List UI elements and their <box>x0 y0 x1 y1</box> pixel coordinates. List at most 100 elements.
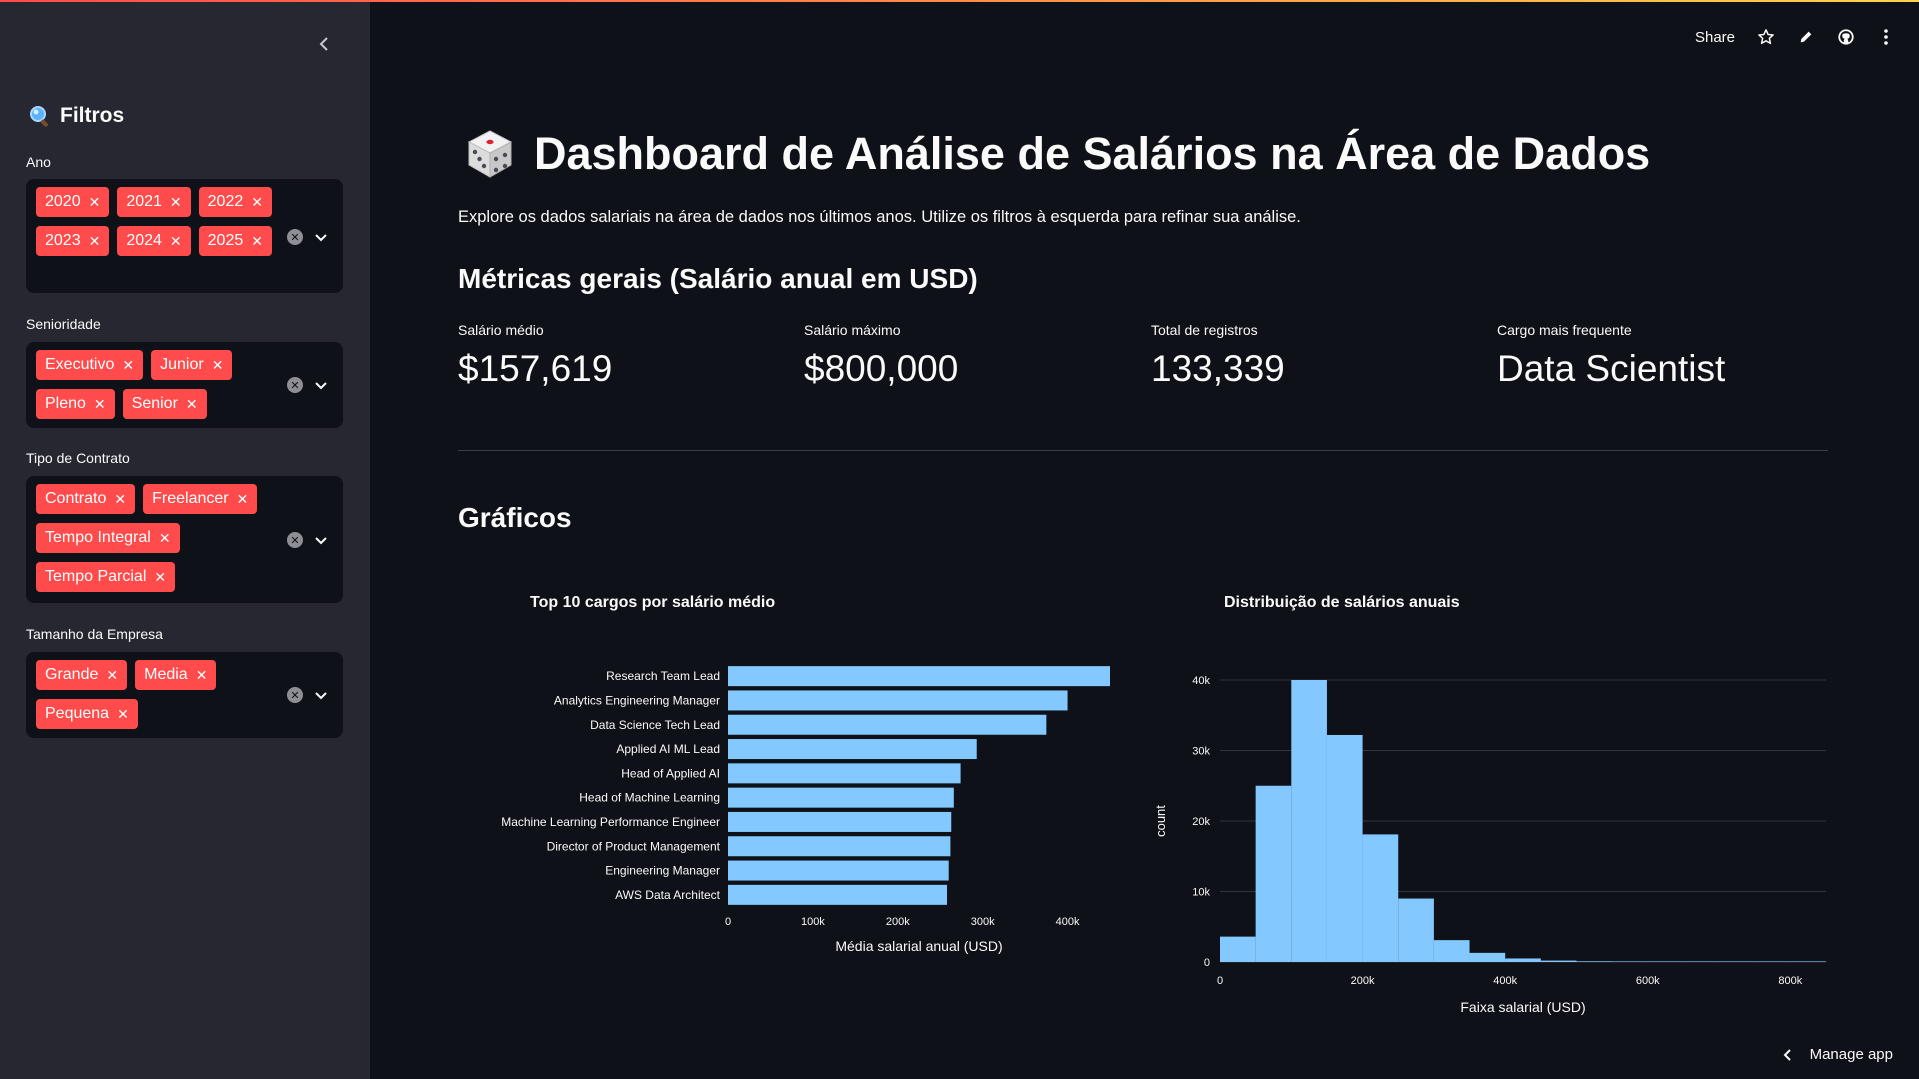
manage-app-button[interactable]: Manage app <box>1782 1046 1893 1063</box>
tag-pequena[interactable]: Pequena ✕ <box>36 699 138 729</box>
multiselect-ano[interactable]: 2020 ✕ 2021 ✕ 2022 ✕ 2023 ✕ 2024 ✕ 2025 ✕ ✕ <box>26 179 343 293</box>
bar <box>728 666 1110 687</box>
tag-tempo-integral[interactable]: Tempo Integral ✕ <box>36 523 180 553</box>
tag-2022[interactable]: 2022 ✕ <box>198 187 272 217</box>
bar <box>728 836 951 857</box>
collapse-sidebar-button[interactable] <box>310 30 338 58</box>
remove-tag-icon[interactable]: ✕ <box>185 396 198 412</box>
filter-label-senioridade: Senioridade <box>26 316 101 332</box>
filter-label-tipo-contrato: Tipo de Contrato <box>26 450 130 466</box>
y-tick-label: 20k <box>1192 816 1210 828</box>
histogram-bar <box>1505 958 1541 962</box>
share-button[interactable]: Share <box>1694 28 1735 46</box>
histogram-bar <box>1790 961 1826 962</box>
multiselect-tamanho-empresa[interactable]: Grande ✕ Media ✕ Pequena ✕ ✕ <box>26 652 343 738</box>
bar <box>728 714 1047 735</box>
remove-tag-icon[interactable]: ✕ <box>122 357 135 373</box>
remove-tag-icon[interactable]: ✕ <box>88 194 101 210</box>
more-options-icon[interactable] <box>1877 28 1895 46</box>
histogram-chart: 0 10k 20k 30k 40k 0 200k 400k 600k 800k Faixa sala… <box>1153 675 1826 1015</box>
remove-tag-icon[interactable]: ✕ <box>114 491 127 507</box>
remove-tag-icon[interactable]: ✕ <box>158 530 171 546</box>
multiselect-tipo-contrato[interactable]: Contrato ✕ Freelancer ✕ Tempo Integral ✕ Te… <box>26 476 343 603</box>
github-icon[interactable] <box>1837 28 1855 46</box>
page-title-text: Dashboard de Análise de Salários na Área… <box>534 128 1651 179</box>
remove-tag-icon[interactable]: ✕ <box>169 233 182 249</box>
remove-tag-icon[interactable]: ✕ <box>117 706 129 722</box>
metric-salario-medio: Salário médio $157,619 <box>458 322 612 390</box>
remove-tag-icon[interactable]: ✕ <box>236 491 249 507</box>
tag-pleno[interactable]: Pleno ✕ <box>36 389 115 419</box>
pencil-icon[interactable] <box>1797 28 1815 46</box>
remove-tag-icon[interactable]: ✕ <box>251 194 263 210</box>
x-tick-label: 0 <box>725 916 731 928</box>
header-toolbar: Share <box>1695 28 1895 46</box>
charts-heading: Gráficos <box>458 502 572 533</box>
remove-tag-icon[interactable]: ✕ <box>106 667 119 683</box>
bar <box>728 739 977 760</box>
clear-all-icon[interactable]: ✕ <box>287 532 303 548</box>
histogram-bar <box>1362 834 1399 962</box>
metric-value: $800,000 <box>804 348 959 389</box>
histogram-bar <box>1326 734 1363 962</box>
tag-contrato[interactable]: Contrato ✕ <box>36 484 136 514</box>
clear-all-icon[interactable]: ✕ <box>287 229 303 245</box>
chevron-down-icon[interactable] <box>313 532 329 548</box>
tag-grande[interactable]: Grande ✕ <box>36 660 128 690</box>
remove-tag-icon[interactable]: ✕ <box>211 357 224 373</box>
chevron-down-icon[interactable] <box>313 229 329 245</box>
metric-value: $157,619 <box>458 348 613 389</box>
category-label: AWS Data Architect <box>615 888 721 902</box>
x-tick-label: 300k <box>971 916 995 928</box>
category-label: Head of Applied AI <box>621 766 720 780</box>
metric-label: Salário médio <box>458 322 544 338</box>
remove-tag-icon[interactable]: ✕ <box>88 233 101 249</box>
category-label: Research Team Lead <box>606 669 720 683</box>
remove-tag-icon[interactable]: ✕ <box>93 396 106 412</box>
metric-total-registros: Total de registros 133,339 <box>1151 322 1285 390</box>
histogram-bar <box>1540 960 1577 962</box>
remove-tag-icon[interactable]: ✕ <box>251 233 263 249</box>
bar <box>728 860 949 881</box>
metric-salario-maximo: Salário máximo $800,000 <box>804 322 958 390</box>
tag-freelancer[interactable]: Freelancer ✕ <box>143 484 258 514</box>
metric-label: Total de registros <box>1151 322 1258 338</box>
tag-2025[interactable]: 2025 ✕ <box>198 226 272 256</box>
clear-all-icon[interactable]: ✕ <box>287 377 303 393</box>
x-tick-label: 200k <box>886 916 910 928</box>
chevron-left-icon <box>319 37 328 51</box>
divider <box>458 450 1828 451</box>
x-tick-label: 0 <box>1217 975 1223 987</box>
metric-value: 133,339 <box>1151 348 1285 389</box>
tag-executivo[interactable]: Executivo ✕ <box>36 350 144 380</box>
remove-tag-icon[interactable]: ✕ <box>195 667 208 683</box>
chevron-down-icon[interactable] <box>313 377 329 393</box>
y-axis-label: count <box>1153 805 1168 837</box>
histogram-bar <box>1754 961 1791 962</box>
tag-senior[interactable]: Senior ✕ <box>122 389 207 419</box>
bar <box>728 811 952 832</box>
clear-all-icon[interactable]: ✕ <box>287 687 303 703</box>
bar-chart: Research Team Lead Analytics Engineering … <box>501 666 1110 954</box>
x-tick-label: 100k <box>801 916 825 928</box>
remove-tag-icon[interactable]: ✕ <box>169 194 182 210</box>
tag-2024[interactable]: 2024 ✕ <box>117 226 191 256</box>
y-tick-label: 30k <box>1192 746 1210 758</box>
multiselect-senioridade[interactable]: Executivo ✕ Junior ✕ Pleno ✕ Senior ✕ ✕ <box>26 342 343 428</box>
star-icon[interactable] <box>1757 28 1775 46</box>
tag-media[interactable]: Media ✕ <box>135 660 217 690</box>
histogram-bar <box>1719 961 1755 962</box>
tag-2021[interactable]: 2021 ✕ <box>117 187 191 217</box>
x-tick-label: 200k <box>1351 975 1375 987</box>
tag-tempo-parcial[interactable]: Tempo Parcial ✕ <box>36 562 176 592</box>
x-tick-label: 400k <box>1056 916 1080 928</box>
chevron-down-icon[interactable] <box>313 687 329 703</box>
tag-junior[interactable]: Junior ✕ <box>151 350 233 380</box>
histogram-bar <box>1255 785 1292 962</box>
sidebar: Filtros Ano 2020 ✕ 2021 ✕ 2022 ✕ 2023 ✕ 2024… <box>0 0 370 1079</box>
tag-2020[interactable]: 2020 ✕ <box>36 187 110 217</box>
remove-tag-icon[interactable]: ✕ <box>154 569 167 585</box>
y-tick-label: 0 <box>1204 957 1210 969</box>
x-tick-label: 600k <box>1636 975 1660 987</box>
tag-2023[interactable]: 2023 ✕ <box>36 226 110 256</box>
